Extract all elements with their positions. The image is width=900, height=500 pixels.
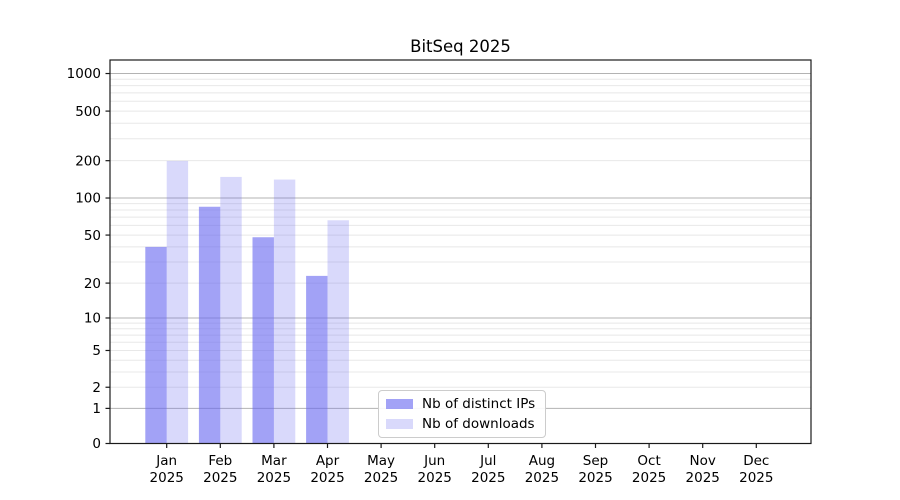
bar-downloads-mar: [273, 179, 296, 444]
bar-distinct-ips-mar: [252, 237, 274, 444]
x-tick-label-month: May: [367, 453, 395, 469]
y-tick-label: 500: [75, 104, 101, 120]
x-tick-label-year: 2025: [632, 470, 666, 486]
legend-label-downloads: Nb of downloads: [422, 415, 535, 432]
x-tick-label-month: Aug: [529, 453, 555, 469]
legend-row-downloads: Nb of downloads: [386, 416, 537, 432]
legend-row-distinct-ips: Nb of distinct IPs: [386, 396, 537, 412]
bar-downloads-apr: [327, 220, 349, 444]
x-tick-label-month: Nov: [690, 453, 716, 469]
x-tick-label-year: 2025: [471, 470, 505, 486]
x-tick-label-month: Dec: [743, 453, 769, 469]
y-tick-label: 200: [75, 153, 101, 169]
legend: Nb of distinct IPs Nb of downloads: [378, 390, 546, 438]
bar-distinct-ips-feb: [198, 206, 221, 444]
bar-distinct-ips-jan: [145, 246, 167, 444]
bar-distinct-ips-apr: [306, 275, 328, 444]
x-tick-label-year: 2025: [257, 470, 291, 486]
plot-frame: [109, 59, 812, 445]
x-tick-label-month: Jun: [423, 453, 445, 469]
y-tick-label: 1: [92, 401, 101, 417]
x-tick-label-year: 2025: [418, 470, 452, 486]
x-tick-label-month: Apr: [316, 453, 340, 469]
y-tick-label: 1000: [67, 66, 101, 82]
x-tick-label-year: 2025: [739, 470, 773, 486]
x-tick-label-year: 2025: [150, 470, 184, 486]
y-tick-label: 0: [92, 436, 101, 452]
x-tick-label-year: 2025: [203, 470, 237, 486]
x-tick-label-year: 2025: [364, 470, 398, 486]
x-tick-label-month: Feb: [208, 453, 232, 469]
y-tick-label: 5: [92, 343, 101, 359]
x-tick-label-month: Mar: [261, 453, 287, 469]
y-tick-label: 2: [92, 380, 101, 396]
legend-swatch-downloads: [386, 418, 413, 429]
bar-downloads-jan: [166, 160, 189, 444]
x-tick-label-month: Oct: [637, 453, 660, 469]
y-tick-label: 20: [84, 276, 101, 292]
bar-downloads-feb: [220, 176, 242, 444]
y-tick-label: 10: [84, 311, 101, 327]
chart-title: BitSeq 2025: [410, 37, 511, 56]
legend-label-distinct-ips: Nb of distinct IPs: [422, 396, 536, 413]
x-tick-label-month: Jan: [155, 453, 177, 469]
x-tick-label-year: 2025: [578, 470, 612, 486]
legend-swatch-distinct-ips: [386, 399, 413, 410]
x-tick-label-month: Jul: [479, 453, 496, 469]
x-tick-label-month: Sep: [583, 453, 608, 469]
y-tick-label: 50: [84, 228, 101, 244]
x-tick-label-year: 2025: [686, 470, 720, 486]
x-tick-label-year: 2025: [525, 470, 559, 486]
y-tick-label: 100: [75, 191, 101, 207]
x-tick-label-year: 2025: [310, 470, 344, 486]
